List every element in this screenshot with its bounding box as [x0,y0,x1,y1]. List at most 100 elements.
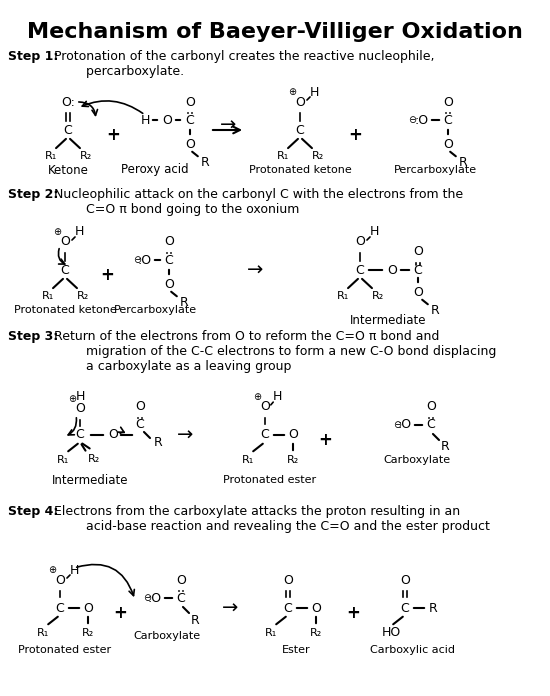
Text: R₂: R₂ [80,151,92,161]
Text: R₂: R₂ [372,291,384,301]
Text: ⊖: ⊖ [408,115,416,125]
Text: R: R [191,613,199,626]
Text: R₁: R₁ [277,151,289,161]
Text: C: C [261,429,270,441]
Text: :O: :O [415,113,429,127]
Text: R₁: R₁ [242,455,254,465]
Text: Protonation of the carbonyl creates the reactive nucleophile,
         percarbox: Protonation of the carbonyl creates the … [50,50,435,78]
Text: O: O [283,574,293,587]
Text: Ketone: Ketone [47,164,89,177]
Text: +: + [348,126,362,144]
Text: C: C [60,264,69,276]
Text: R₁: R₁ [265,628,277,638]
Text: :O: :O [398,418,412,432]
Text: +: + [113,604,127,622]
Text: Step 2:: Step 2: [8,188,58,201]
Text: O: O [387,264,397,276]
Text: O: O [260,400,270,413]
Text: C: C [444,113,452,127]
Text: +: + [346,604,360,622]
Text: Intermediate: Intermediate [52,473,128,487]
Text: →: → [220,116,236,134]
Text: Protonated ester: Protonated ester [19,645,112,655]
Text: R₂: R₂ [82,628,94,638]
Text: R₁: R₁ [45,151,57,161]
Text: Nucleophilic attack on the carbonyl C with the electrons from the
         C=O π: Nucleophilic attack on the carbonyl C wi… [50,188,463,216]
Text: O: O [108,429,118,441]
Text: O:: O: [61,95,75,109]
Text: H: H [272,390,282,404]
Text: Peroxy acid: Peroxy acid [121,164,189,177]
Text: O: O [400,574,410,587]
Text: R₂: R₂ [287,455,299,465]
Text: R: R [428,601,437,615]
Text: R₁: R₁ [42,291,54,301]
Text: C: C [76,429,84,441]
Text: Percarboxylate: Percarboxylate [113,305,196,315]
Text: H: H [309,86,318,99]
Text: O: O [185,95,195,109]
Text: R₂: R₂ [312,151,324,161]
Text: O: O [185,138,195,150]
Text: R: R [180,296,188,310]
Text: C: C [136,418,144,432]
Text: C: C [296,123,304,136]
Text: O: O [135,400,145,413]
Text: ⊕: ⊕ [68,394,76,404]
Text: Carboxylate: Carboxylate [383,455,450,465]
Text: Intermediate: Intermediate [350,313,426,326]
Text: H: H [69,564,79,576]
Text: O: O [162,113,172,127]
Text: →: → [247,260,263,280]
Text: +: + [318,431,332,449]
Text: C: C [414,264,422,276]
Text: O: O [288,429,298,441]
Text: O: O [443,138,453,150]
Text: C: C [56,601,64,615]
Text: Carboxylate: Carboxylate [134,631,201,641]
Text: C: C [164,253,173,267]
Text: C: C [356,264,364,276]
Text: Ester: Ester [282,645,310,655]
Text: →: → [177,425,193,445]
Text: O: O [55,574,65,587]
Text: ⊕: ⊕ [253,392,261,402]
Text: C: C [400,601,409,615]
Text: C: C [427,418,436,432]
Text: ⊕: ⊕ [288,87,296,97]
Text: O: O [164,235,174,248]
Text: Electrons from the carboxylate attacks the proton resulting in an
         acid-: Electrons from the carboxylate attacks t… [50,505,490,533]
Text: Return of the electrons from O to reform the C=O π bond and
         migration o: Return of the electrons from O to reform… [50,330,496,373]
Text: ⊖: ⊖ [143,593,151,603]
Text: R₂: R₂ [310,628,322,638]
Text: O: O [413,246,423,258]
Text: ⊕: ⊕ [53,227,61,237]
Text: HO: HO [382,626,401,640]
Text: Protonated ketone: Protonated ketone [14,305,117,315]
Text: H: H [74,226,84,239]
Text: C: C [284,601,293,615]
Text: H: H [369,226,379,239]
Text: O: O [426,400,436,413]
Text: R₁: R₁ [337,291,349,301]
Text: C: C [177,592,185,605]
Text: Percarboxylate: Percarboxylate [393,165,476,175]
Text: :O: :O [148,592,162,605]
Text: O: O [75,402,85,416]
Text: Protonated ester: Protonated ester [223,475,317,485]
Text: R₂: R₂ [77,291,89,301]
Text: Step 1:: Step 1: [8,50,58,63]
Text: R: R [459,157,468,170]
Text: +: + [100,266,114,284]
Text: R₁: R₁ [57,455,69,465]
Text: Carboxylic acid: Carboxylic acid [371,645,455,655]
Text: O: O [164,278,174,290]
Text: ⊖: ⊖ [133,255,141,265]
Text: R: R [441,441,449,454]
Text: Step 4:: Step 4: [8,505,58,518]
Text: R: R [431,303,439,317]
Text: ⊖: ⊖ [393,420,401,430]
Text: O: O [311,601,321,615]
Text: O: O [60,235,70,248]
Text: H: H [75,390,85,404]
